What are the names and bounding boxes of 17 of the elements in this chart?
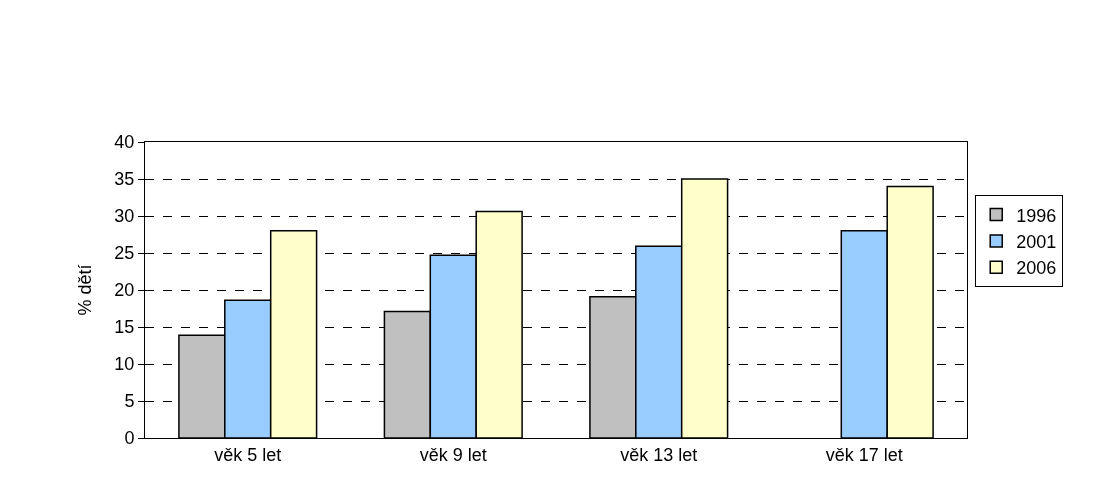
x-tick-label: věk 9 let — [419, 444, 487, 465]
legend-label: 1996 — [1016, 205, 1057, 226]
legend-label: 2006 — [1016, 258, 1057, 279]
x-tick-label: věk 17 let — [825, 444, 903, 465]
y-tick-label: 5 — [124, 391, 135, 412]
y-tick-label: 40 — [114, 132, 135, 153]
x-tick-label: věk 5 let — [214, 444, 282, 465]
x-tick-label: věk 13 let — [620, 444, 698, 465]
y-tick-label: 35 — [114, 169, 135, 190]
y-tick-label: 15 — [114, 317, 135, 338]
y-tick-label: 25 — [114, 243, 135, 264]
y-tick-label: 30 — [114, 206, 135, 227]
y-tick-label: 10 — [114, 354, 135, 375]
legend-label: 2001 — [1016, 231, 1057, 252]
y-axis-title: % dětí — [74, 264, 95, 316]
y-tick-label: 0 — [124, 428, 135, 449]
y-tick-label: 20 — [114, 280, 135, 301]
